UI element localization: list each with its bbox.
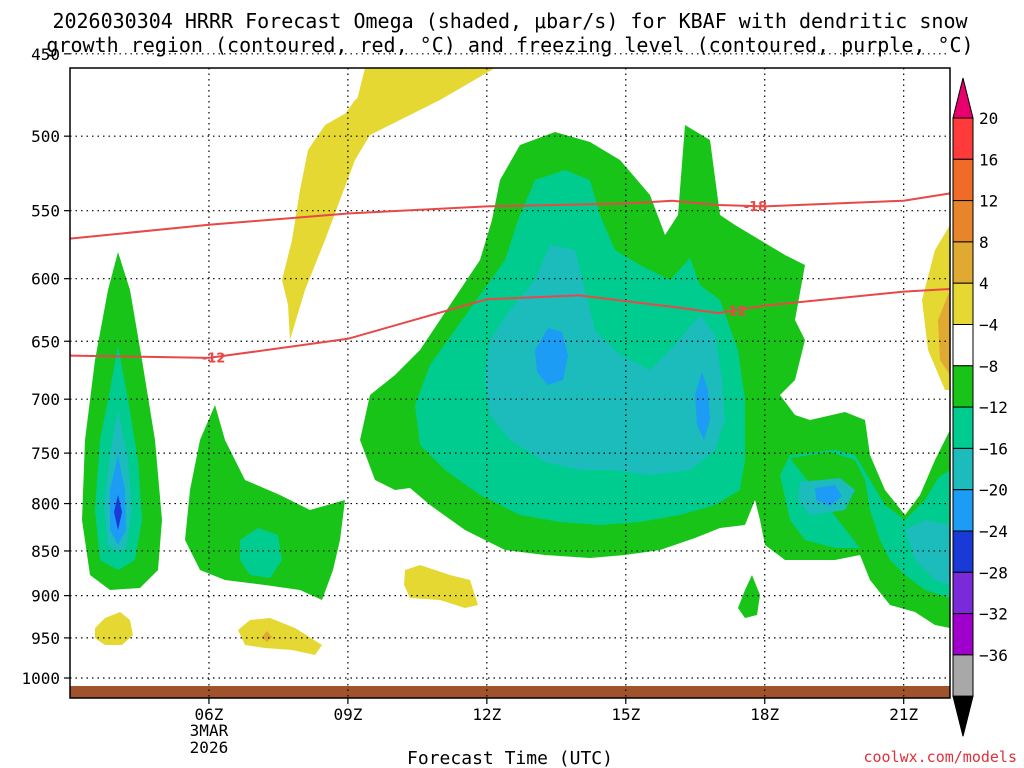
temperature-contours: -18 -12 -12 <box>69 192 951 366</box>
colorbar-swatch-2 <box>952 158 974 202</box>
colorbar-swatch-8 <box>952 406 974 449</box>
chart-title-line-2: growth region (contoured, red, °C) and f… <box>46 33 973 57</box>
y-tick-label-850: 850 <box>31 542 60 561</box>
colorbar-label-0: 20 <box>979 109 998 128</box>
colorbar-arrow-top <box>952 77 974 119</box>
teal-region-right <box>780 450 950 598</box>
colorbar-label-3: 8 <box>979 233 989 252</box>
x-tick-label-21Z: 21Z <box>889 705 918 724</box>
colorbar-swatch-5 <box>952 282 974 326</box>
orange-region-right-edge <box>938 290 950 375</box>
contour-label-1-1: -12 <box>723 304 747 319</box>
y-tick-label-700: 700 <box>31 390 60 409</box>
orange-dot-low-mid <box>262 631 272 642</box>
yellow-blob-low-left <box>95 612 133 645</box>
contour-line-0 <box>69 192 951 240</box>
chart-title-line-1: 2026030304 HRRR Forecast Omega (shaded, … <box>52 9 968 33</box>
colorbar-label-13: −36 <box>979 646 1008 665</box>
colorbar-label-10: −24 <box>979 522 1008 541</box>
blue-blob-main-17z <box>695 372 710 440</box>
colorbar-swatch-9 <box>952 447 974 491</box>
x-tick-sublabel-3mar: 3MAR <box>190 721 229 740</box>
contour-label-1-0: -12 <box>202 351 226 366</box>
colorbar-label-12: −32 <box>979 605 1008 624</box>
plot-frame <box>69 67 951 699</box>
surface-ground-strip <box>70 686 950 698</box>
colorbar-swatch-3 <box>952 200 974 243</box>
y-tick-label-900: 900 <box>31 587 60 606</box>
y-axis-ticks: 2503003504004505005506006507007508008509… <box>21 45 70 688</box>
colorbar-arrow-bottom <box>952 695 974 737</box>
x-tick-label-06Z: 06Z <box>194 705 223 724</box>
colorbar-label-9: −20 <box>979 481 1008 500</box>
credit-text: coolwx.com/models <box>863 748 1017 766</box>
green-blob-low-18z <box>738 575 760 618</box>
colorbar-swatch-6 <box>952 324 974 367</box>
colorbar-swatch-11 <box>952 530 974 573</box>
y-tick-label-950: 950 <box>31 629 60 648</box>
blue-blob-main-14z <box>535 328 568 385</box>
colorbar-swatch-14 <box>952 654 974 697</box>
yellow-blob-low-mid <box>238 618 322 655</box>
x-tick-label-09Z: 09Z <box>333 705 362 724</box>
y-tick-label-500: 500 <box>31 127 60 146</box>
y-tick-label-650: 650 <box>31 332 60 351</box>
x-tick-label-12Z: 12Z <box>472 705 501 724</box>
pressure-gridlines <box>70 53 950 698</box>
x-tick-sublabel-2026: 2026 <box>190 738 229 757</box>
yellow-blob-850 <box>404 565 478 608</box>
teal-region-second-lobe <box>240 528 282 578</box>
colorbar-label-4: 4 <box>979 274 989 293</box>
colorbar-label-1: 16 <box>979 150 998 169</box>
colorbar-label-11: −28 <box>979 563 1008 582</box>
contour-line-1 <box>69 288 951 359</box>
x-axis-label: Forecast Time (UTC) <box>407 748 613 768</box>
yellow-region-uptop <box>330 92 368 135</box>
blue-blob-right <box>815 485 842 506</box>
colorbar-label-7: −12 <box>979 398 1008 417</box>
colorbar-label-6: −8 <box>979 357 998 376</box>
y-tick-label-1000: 1000 <box>21 669 60 688</box>
y-tick-label-600: 600 <box>31 270 60 289</box>
y-tick-label-450: 450 <box>31 45 60 64</box>
y-tick-label-550: 550 <box>31 202 60 221</box>
colorbar-swatch-13 <box>952 613 974 656</box>
x-tick-label-15Z: 15Z <box>611 705 640 724</box>
colorbar-label-2: 12 <box>979 192 998 211</box>
colorbar-swatch-4 <box>952 241 974 284</box>
omega-shaded-field <box>70 68 950 698</box>
colorbar-label-8: −16 <box>979 439 1008 458</box>
contour-label-0-0: -18 <box>744 200 768 215</box>
x-tick-label-18Z: 18Z <box>750 705 779 724</box>
y-tick-label-800: 800 <box>31 495 60 514</box>
cyan-region-main <box>485 245 725 475</box>
colorbar-swatch-1 <box>952 117 974 160</box>
cyan-region-right-edge <box>905 520 950 585</box>
colorbar-swatch-12 <box>952 571 974 615</box>
colorbar-swatch-7 <box>952 365 974 408</box>
colorbar: 20 16 12 8 4 −4 −8 −12 −16 −20 −24 −28 −32 −36 <box>952 77 1008 737</box>
colorbar-swatch-10 <box>952 489 974 532</box>
y-tick-label-750: 750 <box>31 444 60 463</box>
colorbar-label-5: −4 <box>979 316 998 335</box>
